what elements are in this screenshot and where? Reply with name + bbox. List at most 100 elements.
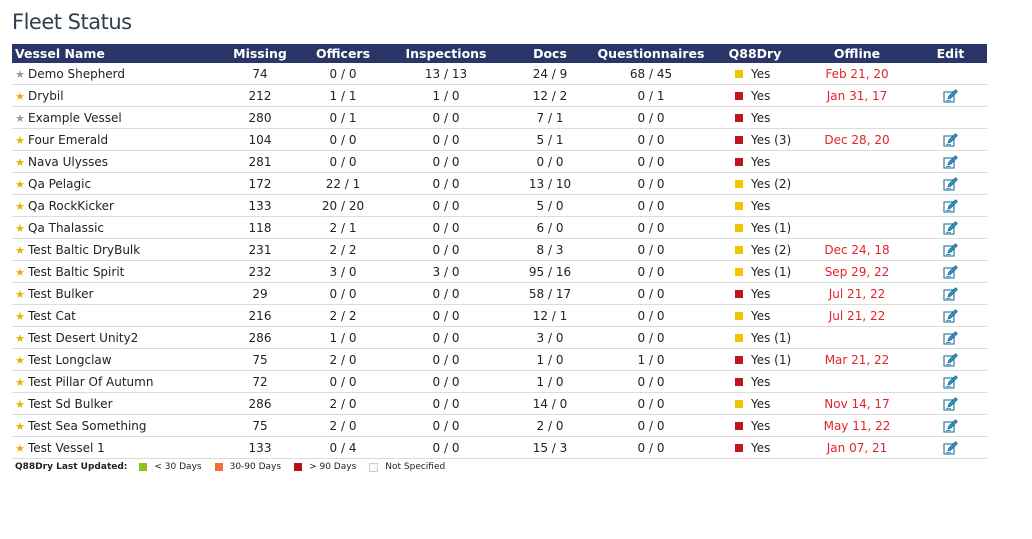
star-icon[interactable]: ★ <box>15 133 25 147</box>
q88dry-status-link[interactable]: Yes (2) <box>751 176 792 191</box>
offline-date <box>800 216 914 239</box>
edit-icon[interactable] <box>943 418 958 433</box>
q88dry-status-link[interactable]: Yes (1) <box>751 220 792 235</box>
vessel-name-link[interactable]: Drybil <box>28 88 64 103</box>
edit-icon[interactable] <box>943 88 958 103</box>
edit-icon[interactable] <box>943 374 958 389</box>
star-icon[interactable]: ★ <box>15 177 25 191</box>
edit-icon[interactable] <box>943 330 958 345</box>
q88dry-status-link[interactable]: Yes <box>751 110 771 125</box>
edit-icon[interactable] <box>943 154 958 169</box>
q88dry-status-link[interactable]: Yes (2) <box>751 242 792 257</box>
header-inspections[interactable]: Inspections <box>384 44 508 63</box>
header-q88dry[interactable]: Q88Dry <box>710 44 800 63</box>
header-questionnaires[interactable]: Questionnaires <box>592 44 710 63</box>
q88dry-status-link[interactable]: Yes (1) <box>751 330 792 345</box>
edit-icon[interactable] <box>943 242 958 257</box>
edit-icon[interactable] <box>943 308 958 323</box>
q88dry-status-link[interactable]: Yes (1) <box>751 264 792 279</box>
vessel-name-link[interactable]: Test Bulker <box>28 286 94 301</box>
vessel-name-link[interactable]: Test Pillar Of Autumn <box>28 374 154 389</box>
vessel-name-link[interactable]: Test Sd Bulker <box>28 396 113 411</box>
star-icon[interactable]: ★ <box>15 199 25 213</box>
star-icon[interactable]: ★ <box>15 353 25 367</box>
q88dry-status-link[interactable]: Yes (1) <box>751 352 792 367</box>
edit-icon[interactable] <box>943 440 958 455</box>
q88dry-status-link[interactable]: Yes <box>751 418 771 433</box>
vessel-name-link[interactable]: Test Longclaw <box>28 352 112 367</box>
vessel-name-link[interactable]: Example Vessel <box>28 110 122 125</box>
header-officers[interactable]: Officers <box>302 44 384 63</box>
edit-icon[interactable] <box>943 264 958 279</box>
header-offline[interactable]: Offline <box>800 44 914 63</box>
q88dry-status-link[interactable]: Yes (3) <box>751 132 792 147</box>
star-icon[interactable]: ★ <box>15 243 25 257</box>
vessel-name-link[interactable]: Nava Ulysses <box>28 154 108 169</box>
questionnaires-count: 0 / 0 <box>592 216 710 239</box>
vessel-name-link[interactable]: Four Emerald <box>28 132 109 147</box>
q88dry-status-link[interactable]: Yes <box>751 308 771 323</box>
edit-icon[interactable] <box>943 176 958 191</box>
star-icon[interactable]: ★ <box>15 331 25 345</box>
vessel-name-link[interactable]: Qa Thalassic <box>28 220 105 235</box>
star-icon[interactable]: ★ <box>15 287 25 301</box>
q88dry-status-link[interactable]: Yes <box>751 286 771 301</box>
star-icon[interactable]: ★ <box>15 67 25 81</box>
edit-icon[interactable] <box>943 198 958 213</box>
vessel-name-link[interactable]: Test Baltic Spirit <box>28 264 125 279</box>
edit-icon[interactable] <box>943 220 958 235</box>
star-icon[interactable]: ★ <box>15 375 25 389</box>
vessel-name-link[interactable]: Test Sea Something <box>28 418 147 433</box>
star-icon[interactable]: ★ <box>15 265 25 279</box>
table-row[interactable]: ★ Demo Shepherd 74 0 / 0 13 / 13 24 / 9 68 / 4… <box>12 63 987 85</box>
q88dry-status-link[interactable]: Yes <box>751 198 771 213</box>
vessel-name-link[interactable]: Test Cat <box>28 308 76 323</box>
star-icon[interactable]: ★ <box>15 111 25 125</box>
star-icon[interactable]: ★ <box>15 309 25 323</box>
vessel-name-link[interactable]: Qa Pelagic <box>28 176 92 191</box>
vessel-cell: ★ Test Longclaw <box>12 348 218 371</box>
q88dry-status-link[interactable]: Yes <box>751 396 771 411</box>
star-icon[interactable]: ★ <box>15 221 25 235</box>
q88dry-status-link[interactable]: Yes <box>751 440 771 455</box>
header-vessel-name[interactable]: Vessel Name <box>12 44 218 63</box>
star-icon[interactable]: ★ <box>15 441 25 455</box>
q88dry-status-link[interactable]: Yes <box>751 66 771 81</box>
vessel-name-link[interactable]: Test Desert Unity2 <box>28 330 139 345</box>
star-icon[interactable]: ★ <box>15 419 25 433</box>
edit-icon[interactable] <box>943 132 958 147</box>
vessel-name-link[interactable]: Demo Shepherd <box>28 66 126 81</box>
q88dry-status-link[interactable]: Yes <box>751 374 771 389</box>
header-missing[interactable]: Missing <box>218 44 302 63</box>
q88dry-status-link[interactable]: Yes <box>751 88 771 103</box>
star-icon[interactable]: ★ <box>15 155 25 169</box>
vessel-name-link[interactable]: Test Vessel 1 <box>28 440 105 455</box>
edit-icon[interactable] <box>943 352 958 367</box>
star-icon[interactable]: ★ <box>15 89 25 103</box>
edit-icon[interactable] <box>943 286 958 301</box>
edit-icon[interactable] <box>943 396 958 411</box>
vessel-cell: ★ Test Baltic Spirit <box>12 260 218 283</box>
q88dry-status-link[interactable]: Yes <box>751 154 771 169</box>
vessel-name-link[interactable]: Qa RockKicker <box>28 198 114 213</box>
header-docs[interactable]: Docs <box>508 44 592 63</box>
vessel-name-link[interactable]: Test Baltic DryBulk <box>28 242 141 257</box>
star-icon[interactable]: ★ <box>15 397 25 411</box>
